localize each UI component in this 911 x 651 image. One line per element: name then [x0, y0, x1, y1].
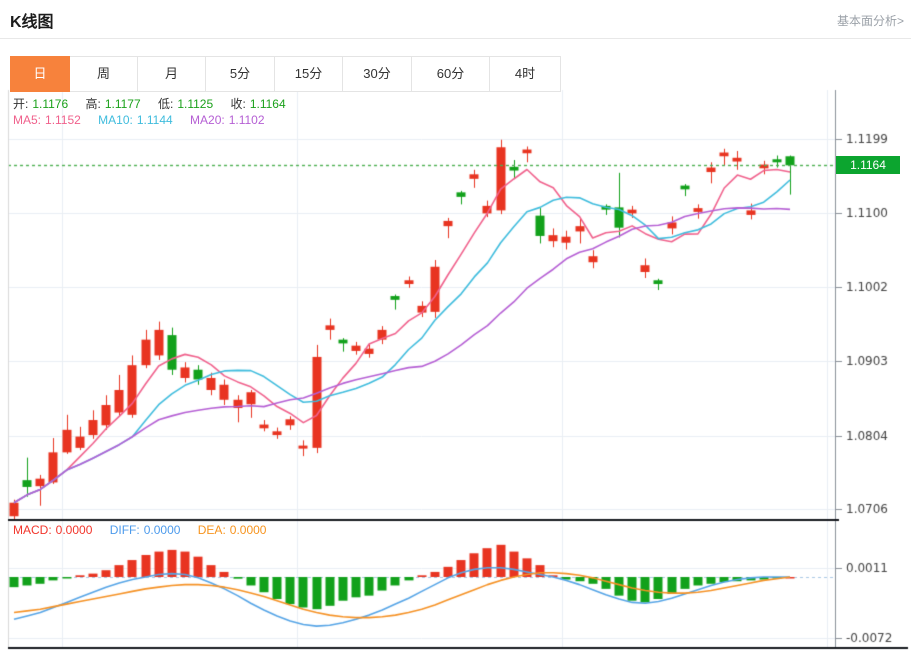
high-value: 1.1177 [104, 97, 141, 111]
current-price-marker: 1.1164 [836, 156, 900, 174]
open-value: 1.1176 [32, 97, 69, 111]
tab-30min[interactable]: 30分 [342, 56, 412, 92]
close-value: 1.1164 [249, 97, 286, 111]
close-label: 收: [230, 97, 246, 111]
high-label: 高: [85, 97, 101, 111]
open-label: 开: [13, 97, 29, 111]
dea-label: DEA: [197, 523, 226, 537]
ma5-value: 1.1152 [45, 113, 81, 127]
period-tab-bar: 日 周 月 5分 15分 30分 60分 4时 [10, 56, 561, 92]
dea-value: 0.0000 [229, 523, 267, 537]
ma20-label: MA20: [190, 113, 225, 127]
title-divider [0, 38, 911, 39]
page-title: K线图 [10, 14, 54, 31]
tab-5min[interactable]: 5分 [205, 56, 275, 92]
tab-day[interactable]: 日 [10, 56, 70, 92]
tab-60min[interactable]: 60分 [411, 56, 490, 92]
tab-15min[interactable]: 15分 [274, 56, 343, 92]
macd-value: 0.0000 [55, 523, 93, 537]
ma20-value: 1.1102 [228, 113, 265, 127]
ma10-label: MA10: [98, 113, 133, 127]
ma-legend: MA5: 1.1152 MA10: 1.1144 MA20: 1.1102 [13, 113, 269, 127]
macd-legend: MACD: 0.0000 DIFF: 0.0000 DEA: 0.0000 [13, 523, 270, 537]
ohlc-legend: 开: 1.1176 高: 1.1177 低: 1.1125 收: 1.1164 [13, 95, 290, 112]
diff-value: 0.0000 [143, 523, 181, 537]
diff-label: DIFF: [109, 523, 140, 537]
tab-month[interactable]: 月 [137, 56, 206, 92]
fundamental-analysis-link[interactable]: 基本面分析> [836, 14, 904, 28]
ma5-label: MA5: [13, 113, 42, 127]
ma10-value: 1.1144 [136, 113, 173, 127]
tab-4hour[interactable]: 4时 [489, 56, 561, 92]
low-value: 1.1125 [177, 97, 214, 111]
macd-label: MACD: [13, 523, 52, 537]
low-label: 低: [158, 97, 174, 111]
tab-week[interactable]: 周 [69, 56, 138, 92]
